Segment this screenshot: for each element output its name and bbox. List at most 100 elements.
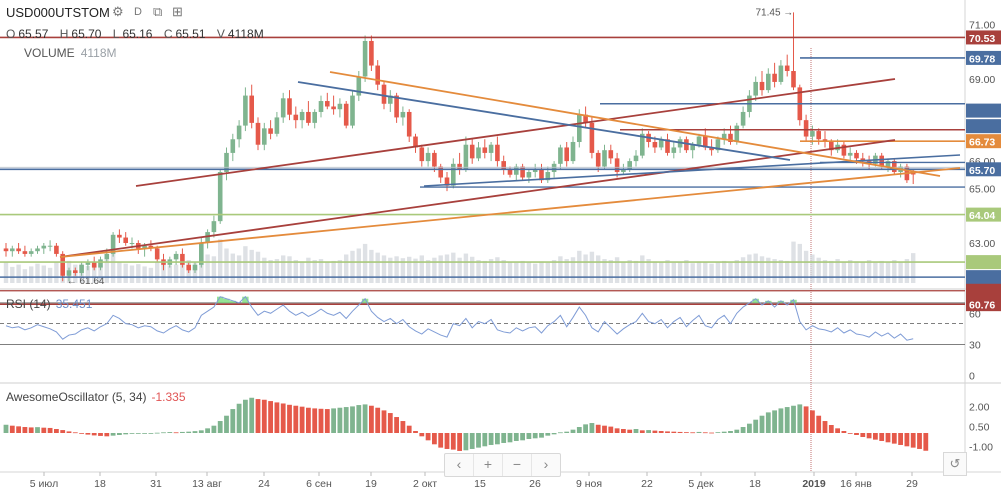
trend-line [135,78,896,187]
gear-icon[interactable]: ⚙ [112,4,124,19]
zoom-in-button[interactable]: + [474,454,503,476]
candle-body [66,270,72,276]
volume-bar [885,261,891,283]
scroll-left-button[interactable]: ‹ [445,454,474,476]
volume-bar [520,260,525,283]
ao-bar [35,427,40,433]
candle-body [665,139,670,153]
volume-bar [879,260,884,283]
volume-bar [350,250,355,283]
candle-body [721,133,727,140]
ao-bar [576,427,582,433]
candle-body [362,40,368,77]
candle-body [640,133,645,156]
candle-body [356,76,362,96]
time-tick-label: 29 [906,478,918,490]
ao-bar [690,432,696,434]
candle-body [154,248,160,260]
symbol-title[interactable]: USD000UTSTOM [6,5,110,20]
rsi-label: RSI (14) [6,297,51,311]
candle-body [173,253,179,260]
candle-body [829,141,834,151]
candle-body [784,65,790,72]
close-key: C [163,27,173,41]
plus-icon[interactable]: ⊞ [172,4,183,19]
interval-label[interactable]: D [134,6,142,18]
ao-legend[interactable]: AwesomeOscillator (5, 34) -1.335 [6,390,186,404]
volume-bar [92,262,97,283]
volume-bar [432,257,437,283]
candle-body [394,95,399,118]
ao-bar [696,431,702,433]
volume-bar [866,260,872,283]
price-tick-label: 71.00 [969,20,995,32]
candle-body [703,136,708,148]
zoom-out-button[interactable]: − [503,454,532,476]
ao-bar [432,433,437,445]
ao-bar [702,432,708,434]
ao-bar [243,399,248,433]
volume-bar [614,257,620,283]
volume-bar [734,260,739,283]
candle-body [577,114,582,142]
price-label: 69.78 [969,53,995,65]
candle-body [325,101,330,107]
volume-bar [778,260,784,283]
rsi-overbought-fill [223,298,230,303]
volume-bar [766,257,771,283]
ao-bar [602,425,607,433]
candle-body [614,158,620,173]
candle-body [545,172,551,181]
rsi-line [5,295,914,341]
trend-line [329,71,941,177]
candle-body [627,161,632,170]
candle-body [236,125,242,140]
volume-legend[interactable]: VOLUME 4118M [24,46,117,60]
ao-bar [583,424,588,433]
scroll-right-button[interactable]: › [543,456,549,472]
candle-body [885,161,891,167]
ao-bar [117,433,122,435]
candle-body [306,111,311,123]
ao-bar [280,403,286,433]
volume-bar [470,256,475,283]
volume-bar [274,259,280,283]
ao-bar [873,433,878,440]
volume-bar [495,257,500,283]
rsi-pane: 0 30 60 [0,295,981,383]
volume-bar [659,262,664,283]
ao-bar [362,404,368,433]
candle-body [117,234,122,238]
volume-bar [117,261,122,283]
ao-label: AwesomeOscillator (5, 34) [6,390,147,404]
ao-bar [9,425,15,433]
ao-bar [810,410,815,433]
price-label-box [966,30,1001,45]
ao-bar [476,433,481,448]
candle-body [507,169,513,175]
reset-chart-button[interactable]: ↺ [943,452,967,476]
candle-body [180,253,185,265]
candle-body [854,152,859,159]
volume-bar [407,256,412,283]
ao-bar [589,423,595,433]
rsi-overbought-fill [242,296,249,303]
compare-icon[interactable]: ⧉ [153,4,163,19]
candle-body [425,152,431,162]
time-tick-label: 22 [641,478,653,490]
ao-bar [66,431,72,433]
ao-bar [312,408,318,433]
open-value: 65.57 [18,27,49,41]
ao-bar [186,431,192,433]
volume-bar [596,255,601,283]
price-label-box [966,134,1001,149]
candle-body [910,172,916,175]
rsi-legend[interactable]: RSI (14) 35.451 [6,297,92,311]
ao-bar [400,421,406,433]
trend-line [297,81,791,161]
candle-body [28,251,34,254]
ao-bar [501,433,507,443]
volume-bar [47,267,53,283]
candle-body [10,248,15,252]
